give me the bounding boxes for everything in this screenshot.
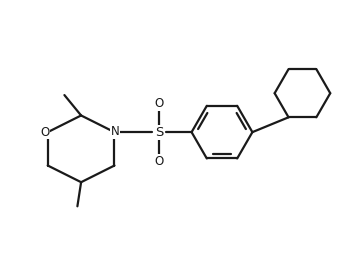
Text: O: O: [154, 155, 164, 168]
Text: S: S: [155, 126, 163, 139]
Text: O: O: [154, 97, 164, 110]
Text: O: O: [40, 126, 49, 139]
Text: N: N: [111, 125, 120, 138]
